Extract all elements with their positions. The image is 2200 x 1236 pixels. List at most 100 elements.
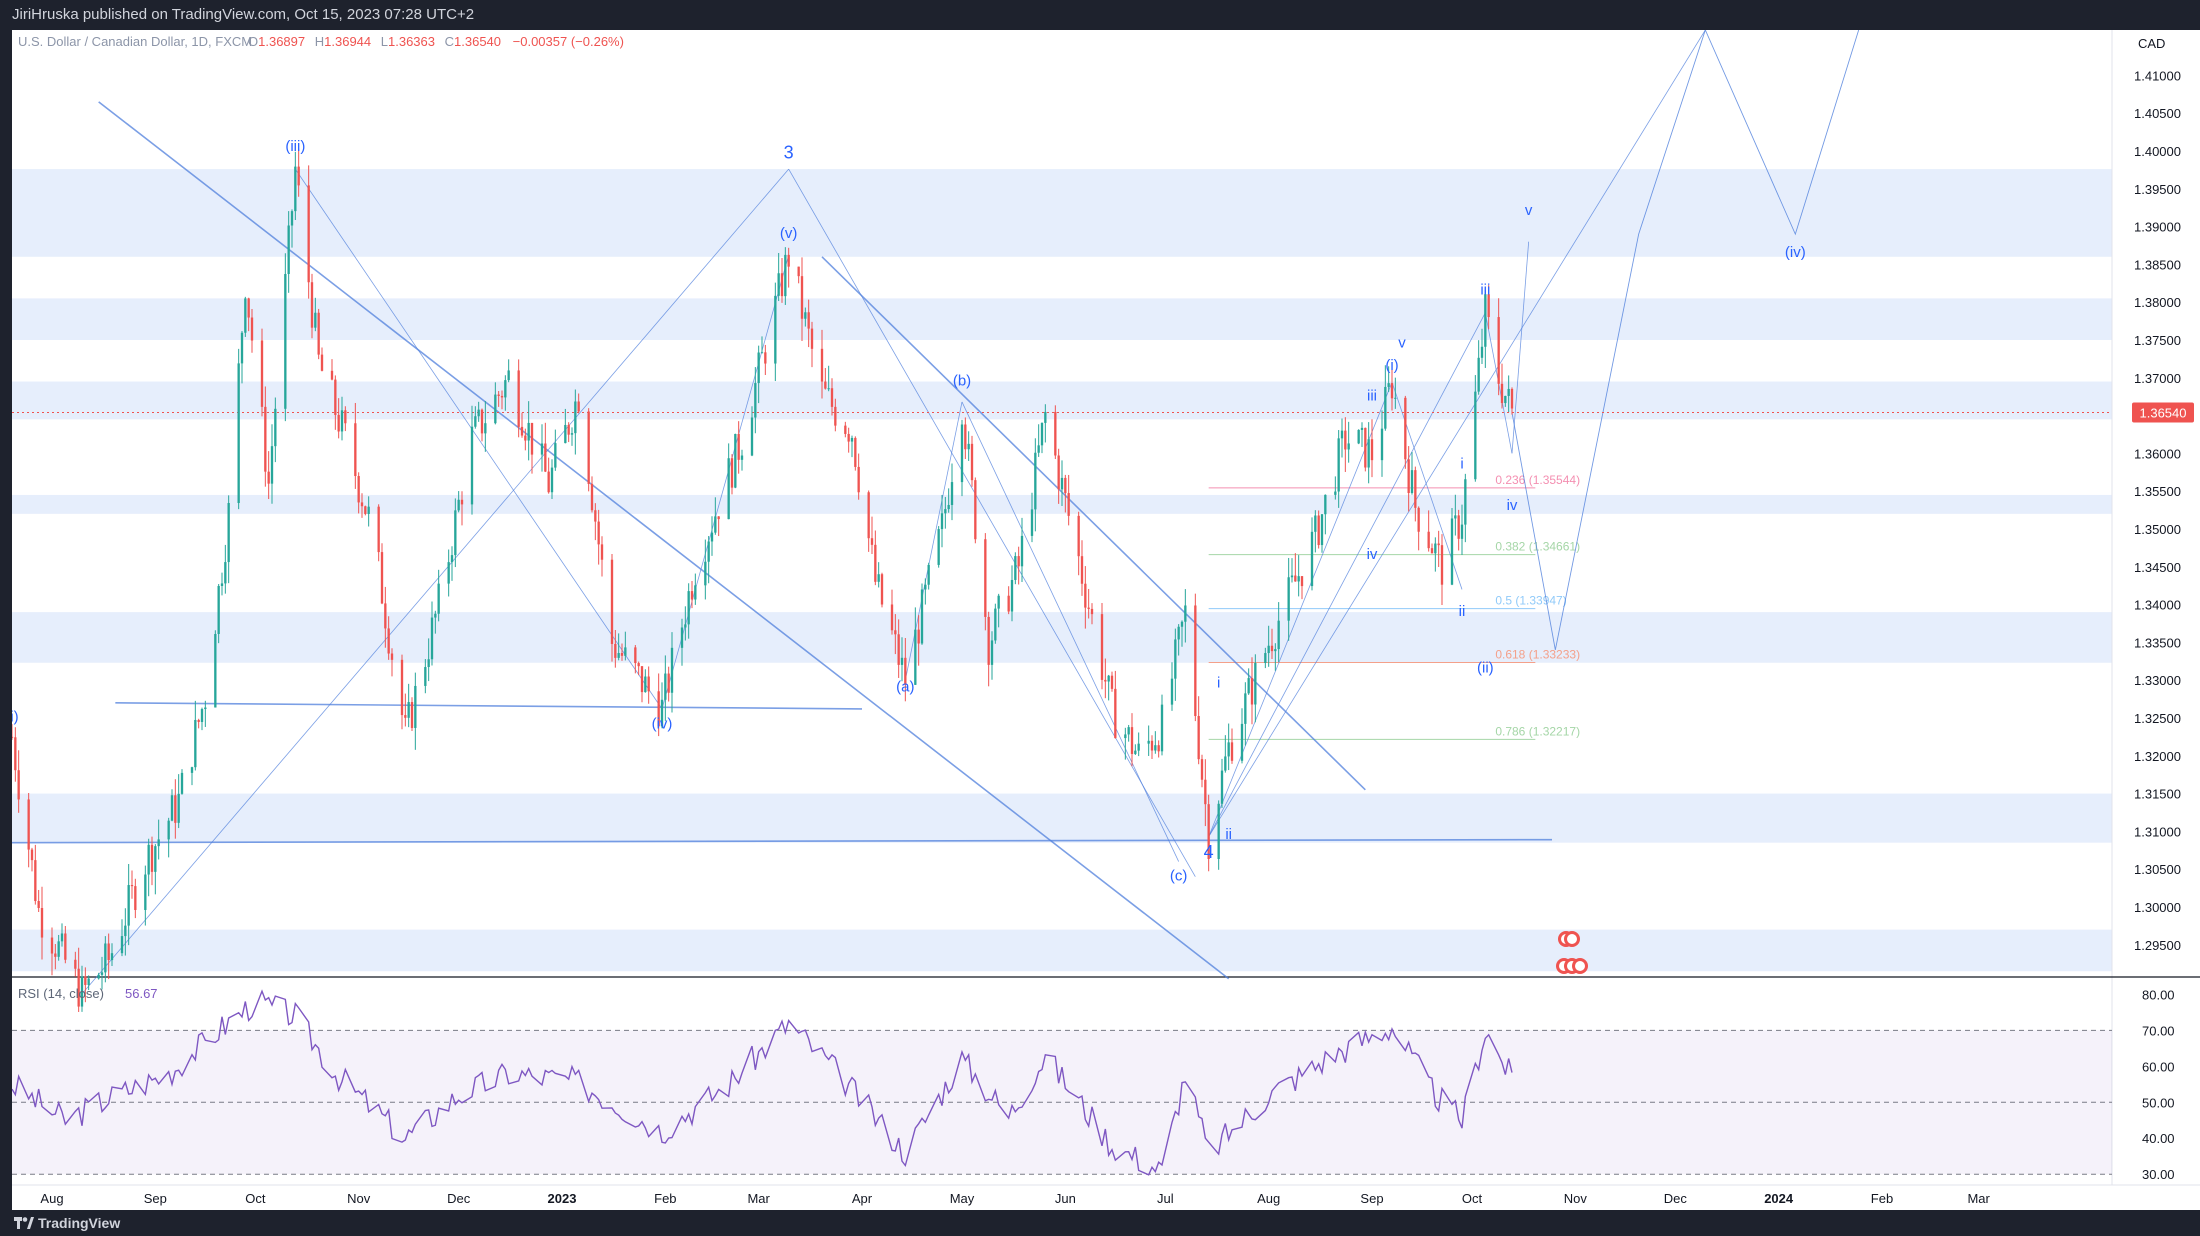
candle-body [867, 492, 870, 539]
chart-svg[interactable]: 0.236 (1.35544) 0.382 (1.34661) 0.5 (1.339… [12, 30, 2200, 1210]
candle-body [647, 676, 650, 692]
candle-body [424, 667, 427, 686]
candle-body [80, 976, 84, 1007]
candle-body [1134, 750, 1137, 754]
time-tick-label: Dec [447, 1191, 471, 1206]
candle-body [1270, 645, 1274, 652]
candle-body [1484, 294, 1487, 347]
candle-body [264, 406, 267, 472]
candle-body [247, 298, 250, 318]
candle-body [384, 603, 387, 629]
candle-body [100, 972, 104, 975]
candle-body [37, 901, 40, 909]
candle-body [427, 659, 430, 668]
candle-body [950, 482, 954, 505]
candle-body [84, 976, 87, 985]
price-tick-label: 1.39000 [2134, 220, 2181, 235]
time-tick-label: 2024 [1764, 1191, 1794, 1206]
event-icon-us-2[interactable] [1556, 958, 1588, 974]
candle-body [1150, 740, 1154, 751]
trendline [1511, 241, 1530, 454]
rsi-title: RSI (14, close) [18, 986, 104, 1001]
price-tick-label: 1.34500 [2134, 560, 2181, 575]
candle-body [274, 408, 277, 447]
candle-body [847, 433, 850, 442]
candle-body [244, 298, 247, 333]
candle-body [434, 613, 437, 618]
candles-layer [12, 148, 1514, 1012]
candle-body [1367, 439, 1370, 468]
candle-body [1110, 675, 1114, 689]
candle-body [810, 328, 814, 349]
price-tick-label: 1.33000 [2134, 673, 2181, 688]
candle-body [1310, 531, 1314, 587]
candle-body [1300, 576, 1304, 587]
candle-body [707, 541, 710, 562]
wave-label: i [1460, 455, 1463, 472]
candle-body [880, 574, 884, 605]
candle-body [1044, 411, 1047, 423]
candle-body [1340, 430, 1344, 439]
fib-label: 0.236 (1.35544) [1495, 473, 1580, 487]
candle-body [834, 406, 837, 426]
footer-bar: TradingView [0, 1210, 2200, 1236]
chart-panel[interactable]: 0.236 (1.35544) 0.382 (1.34661) 0.5 (1.339… [12, 30, 2200, 1210]
candle-body [620, 653, 624, 656]
candle-body [1157, 745, 1160, 752]
candle-body [74, 959, 77, 969]
price-tick-label: 1.30000 [2134, 900, 2181, 915]
candle-body [644, 676, 647, 693]
time-tick-label: 2023 [548, 1191, 577, 1206]
rsi-tick-label: 40.00 [2142, 1131, 2175, 1146]
candle-body [477, 409, 480, 417]
candle-body [204, 707, 207, 710]
candle-body [1227, 742, 1230, 757]
candle-body [947, 504, 950, 510]
candle-body [1450, 518, 1454, 585]
candle-body [507, 370, 510, 381]
candle-body [574, 401, 577, 434]
candle-body [30, 849, 34, 861]
candle-body [1040, 422, 1044, 446]
candle-body [27, 799, 30, 850]
candle-body [360, 502, 364, 507]
trendline [295, 168, 663, 710]
candle-body [334, 379, 337, 415]
rsi-tick-label: 60.00 [2142, 1059, 2175, 1074]
candle-body [34, 860, 37, 902]
candle-body [414, 685, 417, 728]
candle-body [170, 795, 174, 821]
candle-body [1407, 459, 1410, 494]
candle-body [87, 978, 90, 985]
price-tick-label: 1.31500 [2134, 787, 2181, 802]
candle-body [457, 499, 460, 511]
candle-body [320, 354, 324, 371]
trendline [1208, 30, 1706, 837]
candle-body [754, 383, 757, 418]
candle-body [1250, 678, 1254, 705]
candle-body [1357, 429, 1360, 444]
wave-label: (iv) [652, 716, 673, 733]
candle-body [180, 772, 184, 794]
rsi-tick-label: 30.00 [2142, 1167, 2175, 1182]
grid-layer [12, 30, 2200, 1186]
candle-body [774, 295, 777, 364]
candle-body [777, 273, 780, 296]
candle-body [1247, 678, 1250, 694]
time-tick-label: Sep [144, 1191, 167, 1206]
event-icon-us-1[interactable] [1558, 931, 1580, 947]
candle-body [267, 471, 270, 484]
candle-body [1054, 411, 1057, 456]
candle-body [667, 673, 670, 693]
price-tick-label: 1.37000 [2134, 371, 2181, 386]
candle-body [297, 166, 300, 186]
candle-body [310, 282, 314, 328]
candle-body [730, 458, 734, 488]
candle-body [924, 584, 927, 590]
candle-body [317, 312, 320, 355]
candle-body [1174, 639, 1177, 679]
candle-body [997, 595, 1000, 609]
time-tick-label: Feb [654, 1191, 676, 1206]
candle-body [447, 562, 450, 584]
candle-body [1067, 493, 1070, 516]
